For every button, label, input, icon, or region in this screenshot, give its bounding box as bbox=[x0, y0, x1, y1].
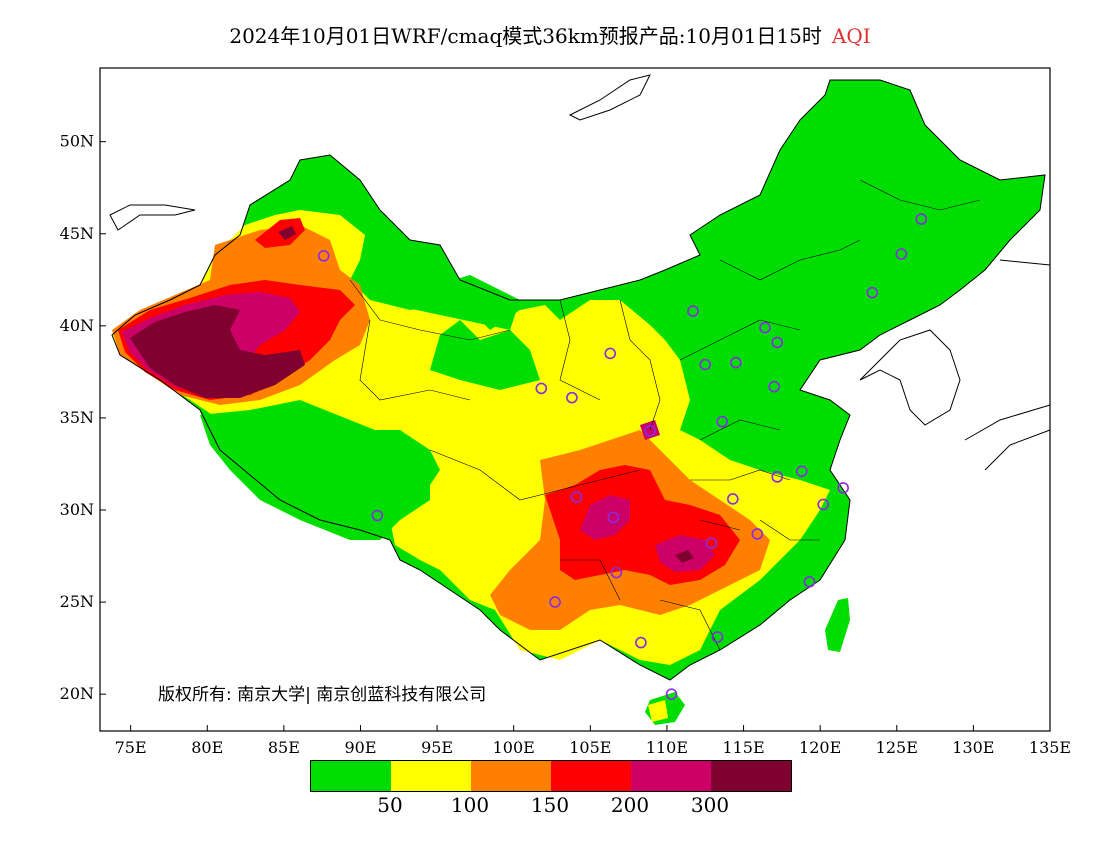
north-good-area bbox=[370, 275, 540, 390]
station-marker bbox=[730, 356, 742, 369]
x-tick-label: 90E bbox=[344, 738, 376, 757]
station-marker bbox=[716, 415, 728, 428]
map-frame bbox=[99, 67, 1051, 732]
x-tick-label: 120E bbox=[799, 738, 841, 757]
station-marker bbox=[727, 493, 739, 505]
y-axis-ticks: 50N 45N 40N 35N 30N 25N 20N bbox=[60, 132, 106, 703]
station-marker bbox=[895, 248, 908, 260]
station-marker bbox=[751, 528, 764, 540]
legend-label: 150 bbox=[530, 793, 570, 817]
x-tick-label: 95E bbox=[421, 738, 453, 757]
title-main: 2024年10月01日WRF/cmaq模式36km预报产品:10月01日15时 bbox=[229, 24, 822, 48]
title-variable: AQI bbox=[831, 24, 871, 48]
station-marker bbox=[817, 498, 830, 511]
station-marker bbox=[711, 631, 724, 643]
station-marker bbox=[771, 336, 784, 349]
station-marker bbox=[570, 491, 583, 503]
legend-labels: 50 100 150 200 300 bbox=[310, 793, 792, 817]
legend-swatch bbox=[391, 761, 471, 791]
tibet-good-area bbox=[200, 400, 430, 540]
x-tick-label: 75E bbox=[115, 738, 147, 757]
map-title: 2024年10月01日WRF/cmaq模式36km预报产品:10月01日15时 A… bbox=[0, 20, 1100, 49]
sakhalin-outline bbox=[568, 74, 651, 121]
region-hazardous-west bbox=[130, 305, 305, 398]
station-marker bbox=[604, 347, 617, 360]
province-borders bbox=[349, 179, 981, 651]
station-marker bbox=[644, 425, 656, 437]
legend-label: 300 bbox=[690, 793, 730, 817]
y-tick-label: 25N bbox=[60, 592, 94, 611]
station-marker bbox=[759, 321, 771, 334]
x-tick-label: 135E bbox=[1029, 738, 1071, 757]
x-tick-label: 130E bbox=[952, 738, 994, 757]
y-tick-label: 40N bbox=[60, 316, 94, 335]
station-markers bbox=[317, 213, 928, 700]
y-tick-label: 35N bbox=[60, 408, 94, 427]
y-tick-label: 50N bbox=[60, 132, 94, 151]
station-marker bbox=[665, 688, 678, 700]
station-marker bbox=[607, 511, 620, 524]
station-marker bbox=[705, 537, 718, 549]
station-marker bbox=[610, 566, 623, 579]
copyright-text: 版权所有: 南京大学| 南京创蓝科技有限公司 bbox=[158, 685, 487, 705]
legend-label: 100 bbox=[450, 793, 490, 817]
china-outline bbox=[111, 79, 1046, 681]
legend-swatch bbox=[631, 761, 711, 791]
y-tick-label: 30N bbox=[60, 500, 94, 519]
color-legend bbox=[310, 760, 792, 792]
taiwan-island bbox=[825, 598, 850, 652]
legend-swatch bbox=[551, 761, 631, 791]
x-tick-label: 115E bbox=[722, 738, 764, 757]
legend-label: 200 bbox=[610, 793, 650, 817]
legend-swatch bbox=[311, 761, 391, 791]
station-marker bbox=[803, 576, 816, 588]
legend-swatch bbox=[711, 761, 791, 791]
hainan-moderate bbox=[648, 700, 668, 722]
x-tick-label: 110E bbox=[646, 738, 688, 757]
station-marker bbox=[866, 286, 879, 299]
station-marker bbox=[915, 213, 928, 225]
x-tick-label: 105E bbox=[569, 738, 611, 757]
y-tick-label: 20N bbox=[60, 684, 94, 703]
station-marker bbox=[635, 636, 647, 649]
station-marker bbox=[371, 509, 384, 522]
korea-japan-outline bbox=[859, 259, 1051, 471]
x-tick-label: 100E bbox=[493, 738, 535, 757]
station-marker bbox=[795, 465, 808, 478]
x-tick-label: 125E bbox=[876, 738, 918, 757]
y-tick-label: 45N bbox=[60, 224, 94, 243]
region-very-unhealthy-south bbox=[580, 495, 630, 540]
station-marker bbox=[687, 305, 699, 317]
station-marker bbox=[549, 596, 561, 608]
station-marker bbox=[566, 391, 578, 404]
x-axis-ticks: 75E 80E 85E 90E 95E 100E 105E 110E 115E 120E 125E 1… bbox=[115, 725, 1071, 757]
legend-label: 50 bbox=[377, 793, 403, 817]
station-marker bbox=[768, 380, 780, 393]
region-hazardous-hunan bbox=[675, 550, 694, 563]
balkhash-outline bbox=[109, 204, 196, 231]
station-marker bbox=[317, 250, 330, 262]
x-tick-label: 85E bbox=[268, 738, 300, 757]
station-marker bbox=[699, 358, 712, 371]
station-marker bbox=[771, 471, 784, 483]
legend-swatch bbox=[471, 761, 551, 791]
station-marker bbox=[837, 482, 849, 494]
station-marker bbox=[535, 382, 548, 395]
region-hazardous-north-spot bbox=[278, 226, 296, 240]
x-tick-label: 80E bbox=[191, 738, 223, 757]
